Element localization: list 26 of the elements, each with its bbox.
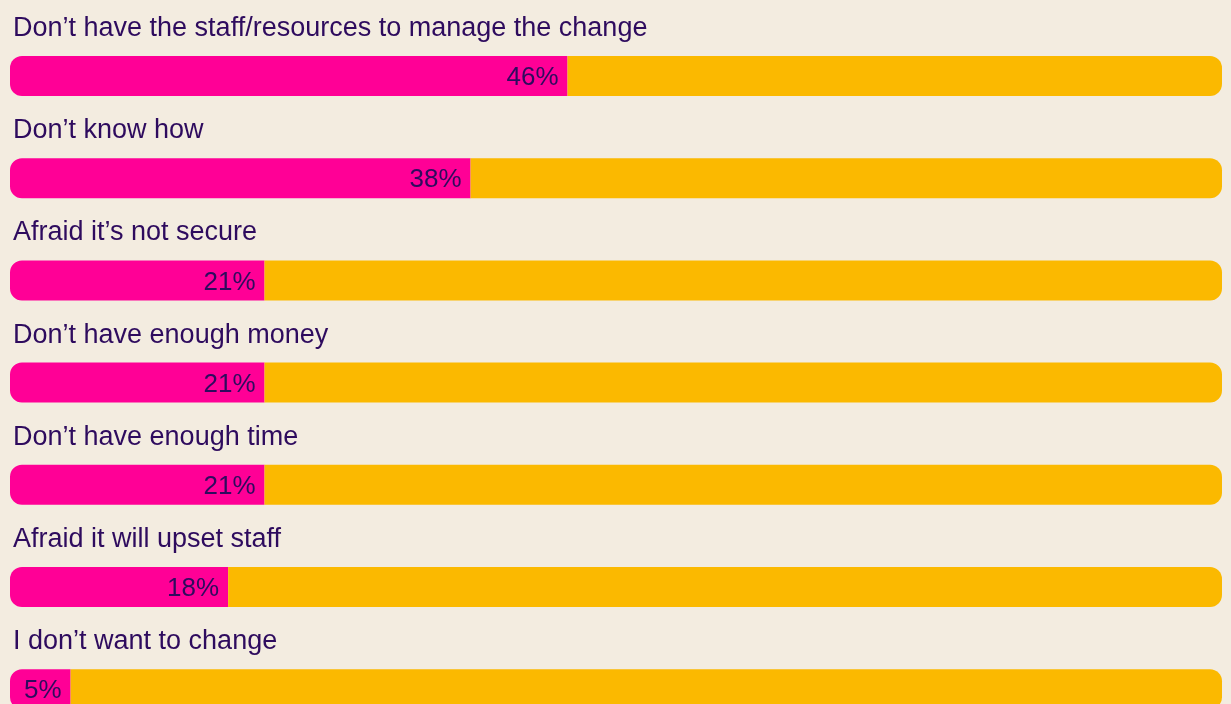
data-label: 21% [203,265,256,296]
bar [10,464,265,505]
y-tick-label: Don’t have the staff/resources to manage the change [13,12,648,42]
y-tick-label: Afraid it’s not secure [13,216,258,247]
bar [228,567,1222,607]
bar [10,56,568,96]
bar [10,567,229,607]
bar [470,158,1222,199]
bar [10,260,265,301]
data-label: 18% [167,572,220,603]
data-label: 46% [506,61,559,92]
bar [264,464,1222,505]
y-tick-label: Don’t know how [13,114,205,145]
y-tick-label: Afraid it will upset staff [13,523,282,553]
bar [10,158,471,199]
data-label: 21% [203,469,256,500]
bar [264,260,1222,301]
bar [10,362,265,403]
bar [264,362,1222,403]
y-tick-label: Don’t have enough time [13,420,299,451]
bar [567,56,1222,96]
data-label: 38% [409,163,462,194]
data-label: 21% [203,367,256,398]
data-label: 5% [24,674,62,704]
y-tick-label: I don’t want to change [13,625,278,656]
y-tick-label: Don’t have enough money [13,318,329,349]
